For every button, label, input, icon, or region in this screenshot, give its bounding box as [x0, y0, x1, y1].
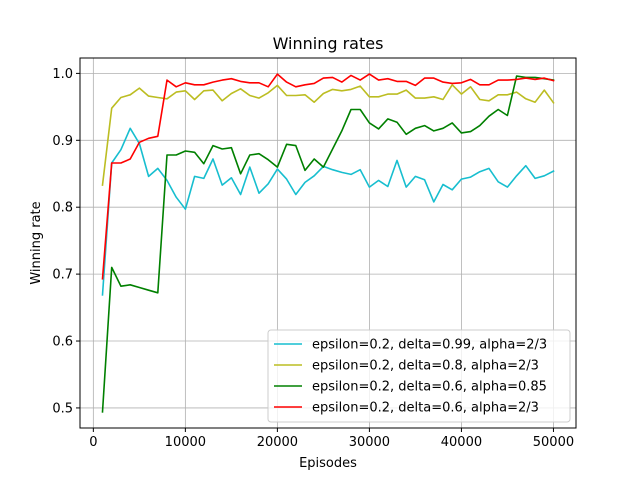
grid-layer — [80, 58, 576, 428]
tick-layer: 0 10000 20000 30000 40000 50000 0.5 0.6 0.7 0.8 0.… — [52, 67, 574, 450]
x-tick-label: 20000 — [257, 435, 298, 450]
legend: epsilon=0.2, delta=0.99, alpha=2/3 epsilo… — [267, 329, 571, 423]
series-line-4 — [101, 73, 555, 280]
y-tick-label: 0.6 — [52, 335, 73, 350]
series-line-3 — [101, 75, 555, 413]
legend-label-3: epsilon=0.2, delta=0.6, alpha=0.85 — [312, 380, 547, 395]
x-tick-label: 40000 — [441, 435, 482, 450]
y-axis-label: Winning rate — [29, 201, 44, 284]
y-tick-label: 0.5 — [52, 401, 73, 416]
y-tick-label: 0.7 — [52, 268, 73, 283]
x-tick-label: 10000 — [165, 435, 206, 450]
x-tick-label: 50000 — [533, 435, 574, 450]
legend-box — [267, 329, 571, 423]
legend-label-2: epsilon=0.2, delta=0.8, alpha=2/3 — [312, 359, 539, 374]
x-tick-label: 30000 — [349, 435, 390, 450]
x-axis-label: Episodes — [299, 456, 357, 471]
y-tick-label: 0.9 — [52, 134, 73, 149]
legend-label-4: epsilon=0.2, delta=0.6, alpha=2/3 — [312, 401, 539, 416]
x-tick-label: 0 — [89, 435, 97, 450]
y-tick-label: 0.8 — [52, 201, 73, 216]
y-tick-label: 1.0 — [52, 67, 73, 82]
series-line-2 — [101, 84, 555, 186]
chart-title: Winning rates — [273, 34, 384, 53]
series-layer — [101, 73, 555, 413]
legend-label-1: epsilon=0.2, delta=0.99, alpha=2/3 — [312, 338, 547, 353]
plot-frame — [79, 57, 577, 429]
series-line-1 — [101, 127, 555, 296]
